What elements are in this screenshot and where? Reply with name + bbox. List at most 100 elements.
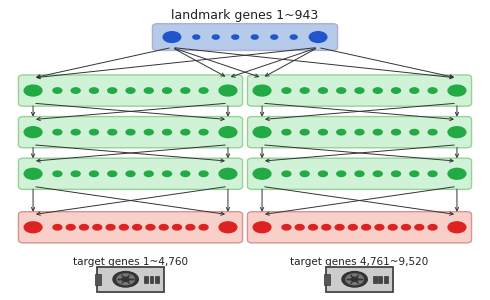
- Circle shape: [448, 168, 466, 179]
- Circle shape: [199, 130, 208, 135]
- Circle shape: [410, 171, 419, 176]
- Circle shape: [448, 85, 466, 96]
- Circle shape: [348, 225, 357, 230]
- Circle shape: [290, 35, 297, 39]
- Circle shape: [355, 171, 364, 176]
- Circle shape: [53, 171, 62, 176]
- Circle shape: [181, 130, 190, 135]
- Bar: [378, 276, 382, 283]
- Circle shape: [53, 225, 62, 230]
- FancyBboxPatch shape: [247, 75, 471, 106]
- Circle shape: [108, 171, 117, 176]
- Circle shape: [415, 225, 424, 230]
- Circle shape: [199, 88, 208, 93]
- Circle shape: [337, 88, 345, 93]
- Bar: [384, 276, 388, 283]
- Circle shape: [335, 225, 344, 230]
- Circle shape: [448, 222, 466, 233]
- Text: target genes 4,761~9,520: target genes 4,761~9,520: [291, 257, 429, 267]
- Circle shape: [282, 225, 291, 230]
- Circle shape: [199, 225, 208, 230]
- Circle shape: [375, 225, 384, 230]
- Circle shape: [159, 225, 168, 230]
- FancyBboxPatch shape: [247, 158, 471, 189]
- Circle shape: [295, 225, 304, 230]
- Circle shape: [163, 88, 172, 93]
- Circle shape: [145, 171, 153, 176]
- Circle shape: [219, 168, 237, 179]
- Circle shape: [410, 130, 419, 135]
- FancyBboxPatch shape: [19, 75, 243, 106]
- Text: landmark genes 1~943: landmark genes 1~943: [172, 9, 318, 22]
- Circle shape: [300, 130, 309, 135]
- FancyBboxPatch shape: [19, 117, 243, 148]
- Circle shape: [282, 171, 291, 176]
- Circle shape: [355, 88, 364, 93]
- Circle shape: [126, 130, 135, 135]
- Bar: [373, 276, 377, 283]
- Circle shape: [392, 171, 400, 176]
- Circle shape: [199, 171, 208, 176]
- Text: GPU 2: GPU 2: [342, 280, 377, 293]
- Circle shape: [362, 225, 370, 230]
- Circle shape: [428, 88, 437, 93]
- Circle shape: [219, 222, 237, 233]
- Circle shape: [318, 171, 327, 176]
- Circle shape: [346, 274, 364, 285]
- Bar: [324, 274, 330, 285]
- Circle shape: [300, 88, 309, 93]
- Circle shape: [186, 225, 195, 230]
- Bar: [144, 276, 148, 283]
- Circle shape: [71, 88, 80, 93]
- Circle shape: [337, 130, 345, 135]
- Circle shape: [322, 225, 331, 230]
- Bar: [149, 276, 153, 283]
- Circle shape: [181, 88, 190, 93]
- Circle shape: [24, 168, 42, 179]
- Circle shape: [90, 130, 98, 135]
- Circle shape: [253, 85, 271, 96]
- Circle shape: [337, 171, 345, 176]
- Circle shape: [448, 127, 466, 138]
- Circle shape: [145, 88, 153, 93]
- Bar: [96, 274, 101, 285]
- Circle shape: [106, 225, 115, 230]
- Circle shape: [253, 168, 271, 179]
- Circle shape: [24, 127, 42, 138]
- Circle shape: [355, 130, 364, 135]
- Circle shape: [53, 130, 62, 135]
- Circle shape: [300, 171, 309, 176]
- Circle shape: [53, 88, 62, 93]
- Circle shape: [90, 171, 98, 176]
- Circle shape: [163, 130, 172, 135]
- Circle shape: [126, 88, 135, 93]
- Circle shape: [219, 127, 237, 138]
- Circle shape: [163, 171, 172, 176]
- Circle shape: [232, 35, 239, 39]
- Circle shape: [126, 171, 135, 176]
- Text: GPU 1: GPU 1: [113, 280, 148, 293]
- Circle shape: [172, 225, 181, 230]
- Circle shape: [253, 127, 271, 138]
- Circle shape: [79, 225, 88, 230]
- FancyBboxPatch shape: [97, 267, 164, 292]
- Circle shape: [410, 88, 419, 93]
- Circle shape: [24, 222, 42, 233]
- Bar: [155, 276, 159, 283]
- Circle shape: [113, 272, 138, 287]
- Circle shape: [117, 274, 134, 285]
- FancyBboxPatch shape: [326, 267, 393, 292]
- FancyBboxPatch shape: [247, 117, 471, 148]
- Circle shape: [253, 222, 271, 233]
- Circle shape: [373, 88, 382, 93]
- Circle shape: [108, 88, 117, 93]
- Circle shape: [93, 225, 102, 230]
- Text: target genes 1~4,760: target genes 1~4,760: [73, 257, 188, 267]
- Circle shape: [145, 130, 153, 135]
- Circle shape: [392, 88, 400, 93]
- Circle shape: [71, 171, 80, 176]
- Circle shape: [219, 85, 237, 96]
- Circle shape: [428, 225, 437, 230]
- Circle shape: [282, 130, 291, 135]
- Circle shape: [251, 35, 258, 39]
